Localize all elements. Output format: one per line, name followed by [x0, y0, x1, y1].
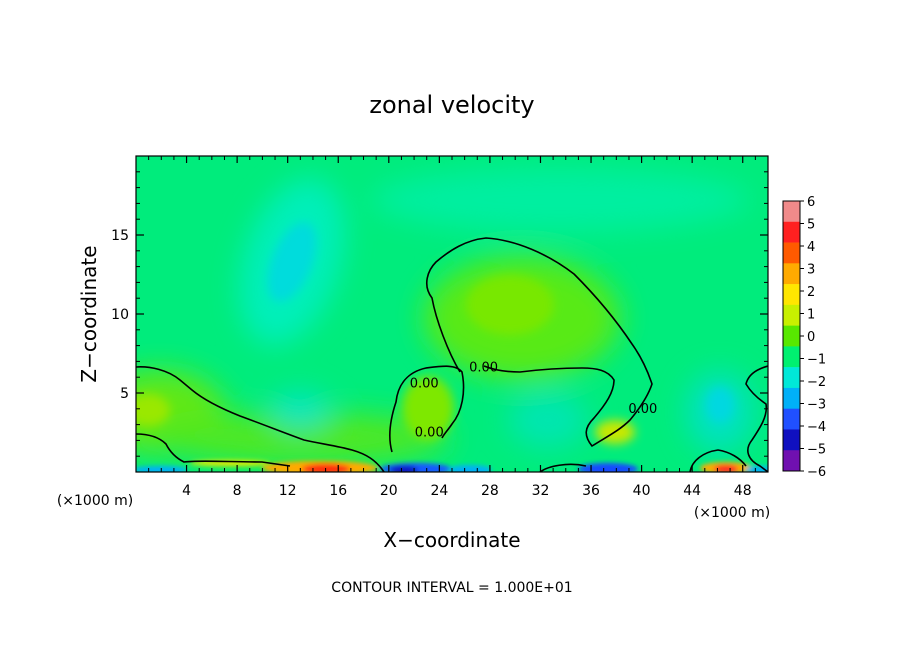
contour-right-low	[689, 449, 747, 472]
contour-inner	[389, 365, 465, 453]
x-tick-label: 28	[481, 483, 499, 499]
colorbar-swatch	[783, 450, 800, 472]
contour-left-lower	[136, 433, 291, 467]
colorbar-label: −5	[807, 443, 826, 458]
field-region-left-max	[136, 394, 170, 426]
field-region-right-min	[706, 387, 734, 423]
field-region-cyan-mid	[508, 392, 588, 448]
contour-interval-note: CONTOUR INTERVAL = 1.000E+01	[331, 580, 572, 596]
contour-right-edge	[745, 365, 768, 472]
colorbar-swatch	[783, 304, 800, 326]
x-tick-label: 8	[233, 483, 242, 499]
field-region-upper-band	[370, 168, 750, 232]
colorbar: 6 5 4 3 2 1 0 −1 −2 −3 −4 −5 −6	[782, 195, 826, 480]
colorbar-swatch	[783, 242, 800, 264]
field-region-mid-max	[402, 376, 454, 440]
colorbar-swatch	[783, 346, 800, 368]
colorbar-swatch	[783, 408, 800, 430]
colorbar-label: −1	[807, 353, 826, 368]
y-axis-label: Z−coordinate	[77, 245, 101, 382]
colorbar-swatch	[783, 263, 800, 285]
contour-label: 0.00	[469, 361, 498, 376]
colorbar-label: 1	[807, 308, 815, 323]
x-tick-label: 20	[380, 483, 398, 499]
x-tick-label: 48	[734, 483, 752, 499]
colorbar-swatch	[783, 367, 800, 389]
chart-title: zonal velocity	[369, 91, 534, 119]
x-tick-label: 4	[182, 483, 191, 499]
colorbar-label: 2	[807, 285, 815, 300]
contour-label: 0.00	[415, 426, 444, 441]
colorbar-swatch	[783, 221, 800, 243]
surface-min-left	[136, 466, 188, 472]
surface-min-right	[578, 463, 638, 472]
contour-mid-low	[539, 463, 587, 472]
y-axis-unit: (×1000 m)	[57, 493, 133, 509]
x-tick-label: 24	[430, 483, 448, 499]
colorbar-label: −3	[807, 398, 826, 413]
colorbar-swatch	[783, 429, 800, 451]
surface-max-right-core	[714, 465, 738, 472]
colorbar-label: −4	[807, 420, 826, 435]
colorbar-label: 6	[807, 195, 815, 210]
contour-left	[136, 366, 385, 472]
y-tick-label: 5	[120, 386, 129, 402]
surface-min-far-right	[746, 466, 768, 472]
colorbar-label: 4	[807, 240, 815, 255]
surface-min-mid2	[448, 465, 492, 472]
colorbar-label: 5	[807, 218, 815, 233]
colorbar-label: 3	[807, 263, 815, 278]
colorbar-swatch	[783, 201, 800, 223]
contour-label-layer: 0.00 0.00 0.00 0.00	[410, 361, 658, 441]
x-axis-ticks: 4 8 12 16 20 24 28 32 36 40 44 48	[148, 156, 756, 499]
colorbar-label: −6	[807, 465, 826, 480]
colorbar-label: 0	[807, 330, 815, 345]
field-region-cyan-low-left	[270, 392, 330, 428]
x-axis-label: X−coordinate	[383, 528, 520, 552]
x-tick-label: 12	[279, 483, 297, 499]
surface-min-mid-core	[390, 466, 418, 472]
contour-label: 0.00	[410, 377, 439, 392]
x-tick-label: 36	[582, 483, 600, 499]
contour-label: 0.00	[628, 402, 657, 417]
y-tick-label: 15	[111, 228, 129, 244]
colorbar-label: −2	[807, 375, 826, 390]
x-tick-label: 40	[633, 483, 651, 499]
zero-contours	[136, 237, 768, 472]
field-region-core-max	[466, 275, 554, 335]
y-axis-ticks: 5 10 15	[111, 171, 768, 457]
x-tick-label: 16	[329, 483, 347, 499]
contour-arch	[425, 237, 653, 448]
colorbar-swatch	[783, 284, 800, 306]
colorbar-swatch	[783, 325, 800, 347]
velocity-field: 0.00 0.00 0.00 0.00	[136, 156, 768, 472]
x-tick-label: 32	[532, 483, 550, 499]
y-tick-label: 10	[111, 307, 129, 323]
field-region-upper-min	[267, 222, 317, 302]
colorbar-swatch	[783, 387, 800, 409]
x-axis-unit: (×1000 m)	[694, 505, 770, 521]
x-tick-label: 44	[683, 483, 701, 499]
